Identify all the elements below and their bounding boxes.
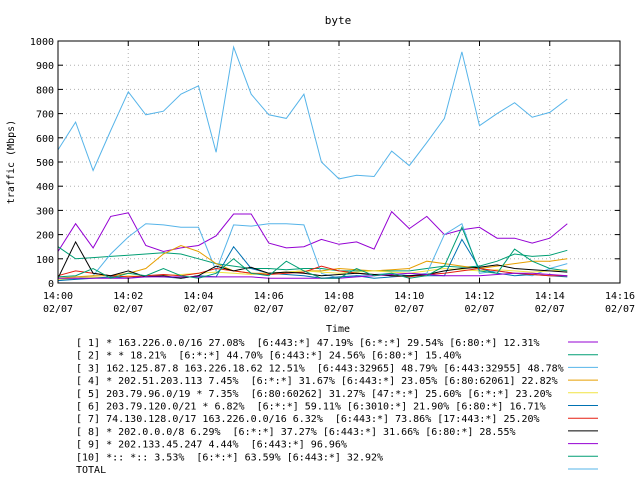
- y-tick-label: 700: [36, 110, 54, 121]
- legend-label: [ 7] 74.130.128.0/17 163.226.0.0/16 6.32…: [76, 414, 540, 425]
- x-tick-time-label: 14:12: [464, 291, 494, 302]
- x-tick-date-label: 02/07: [324, 304, 354, 315]
- x-tick-date-label: 02/07: [394, 304, 424, 315]
- y-tick-label: 300: [36, 206, 54, 217]
- y-tick-label: 600: [36, 134, 54, 145]
- chart-title: byte: [325, 14, 352, 27]
- axis-ticks: 0 100 200 300 400 500 600 700 800 900 1000 14:00 02/…: [30, 37, 635, 315]
- x-tick-date-label: 02/07: [254, 304, 284, 315]
- series-lines: [57, 45, 568, 282]
- grid: [57, 40, 621, 284]
- y-tick-label: 400: [36, 182, 54, 193]
- series-line-1: [57, 210, 568, 253]
- legend-label: [ 4] * 202.51.203.113 7.45% [6:*:*] 31.6…: [76, 376, 558, 387]
- legend-label: [ 2] * * 18.21% [6:*:*] 44.70% [6:443:*]…: [76, 351, 461, 362]
- legend-label: [ 9] * 202.133.45.247 4.44% [6:443:*] 96…: [76, 440, 347, 451]
- legend-label: [ 1] * 163.226.0.0/16 27.08% [6:443:*] 4…: [76, 338, 540, 349]
- y-tick-label: 500: [36, 158, 54, 169]
- x-tick-date-label: 02/07: [535, 304, 565, 315]
- series-line-4: [57, 244, 568, 279]
- legend-label: [ 6] 203.79.120.0/21 * 6.82% [6:*:*] 59.…: [76, 402, 546, 413]
- x-axis-label: Time: [326, 324, 350, 335]
- x-tick-date-label: 02/07: [43, 304, 73, 315]
- x-tick-date-label: 02/07: [183, 304, 213, 315]
- series-line-2: [57, 246, 568, 272]
- x-tick-date-label: 02/07: [605, 304, 635, 315]
- y-tick-label: 900: [36, 61, 54, 72]
- series-line-9: [58, 272, 568, 279]
- y-tick-label: 800: [36, 85, 54, 96]
- legend-label: [ 3] 162.125.87.8 163.226.18.62 12.51% […: [76, 363, 564, 374]
- x-tick-time-label: 14:06: [254, 291, 284, 302]
- y-tick-label: 1000: [30, 37, 54, 48]
- y-tick-label: 200: [36, 231, 54, 242]
- x-tick-time-label: 14:02: [113, 291, 143, 302]
- y-tick-label: 0: [48, 279, 54, 290]
- x-tick-time-label: 14:04: [183, 291, 213, 302]
- x-tick-time-label: 14:00: [43, 291, 73, 302]
- legend-label: TOTAL: [76, 465, 106, 476]
- x-tick-time-label: 14:10: [394, 291, 424, 302]
- x-tick-date-label: 02/07: [113, 304, 143, 315]
- legend-label: [ 8] * 202.0.0.0/8 6.29% [6:*:*] 37.27% …: [76, 427, 516, 438]
- legend-label: [ 5] 203.79.96.0/19 * 7.35% [6:80:60262]…: [76, 389, 552, 400]
- series-line-3: [57, 222, 568, 282]
- legend-label: [10] *:: *:: 3.53% [6:*:*] 63.59% [6:443…: [76, 452, 383, 463]
- x-tick-time-label: 14:14: [535, 291, 565, 302]
- x-tick-date-label: 02/07: [464, 304, 494, 315]
- y-axis-label: traffic (Mbps): [6, 120, 17, 204]
- x-tick-time-label: 14:16: [605, 291, 635, 302]
- y-tick-label: 100: [36, 255, 54, 266]
- series-line-10: [57, 226, 568, 279]
- x-tick-time-label: 14:08: [324, 291, 354, 302]
- legend: [ 1] * 163.226.0.0/16 27.08% [6:443:*] 4…: [76, 338, 598, 476]
- series-line-11: [57, 45, 568, 180]
